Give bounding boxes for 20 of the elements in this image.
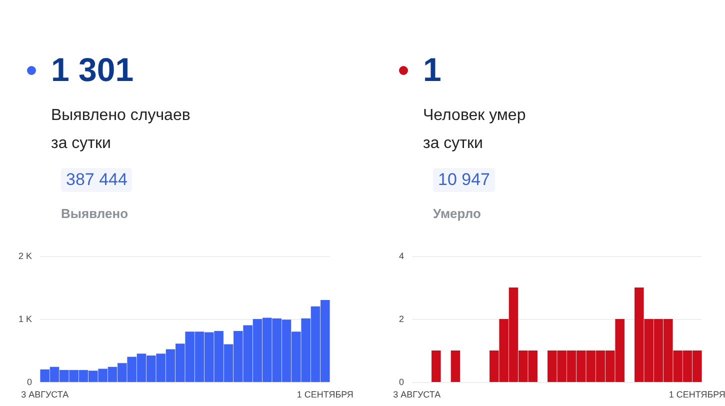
y-tick-label: 0 <box>26 377 32 387</box>
chart-title: 1 <box>423 50 442 90</box>
text: 10 947 <box>433 168 495 192</box>
y-tick-label: 2 K <box>18 251 32 261</box>
y-tick-label: 4 <box>398 251 404 261</box>
chart-subtitle: Человек умер за сутки <box>423 106 526 154</box>
x-tick-label: 1 СЕНТЯБРЯ <box>668 390 725 400</box>
bar <box>432 350 441 382</box>
bar <box>450 350 460 382</box>
text: Умерло <box>433 206 481 221</box>
y-tick-label: 2 <box>398 314 404 324</box>
chart-subtitle: Выявлено случаев за сутки <box>51 106 190 154</box>
x-tick-label: 3 АВГУСТА <box>393 390 441 400</box>
x-tick-label: 3 АВГУСТА <box>21 390 69 400</box>
chart-title: 1 301 <box>51 50 134 90</box>
text: 387 444 <box>61 168 132 192</box>
y-tick-label: 0 <box>398 377 404 387</box>
x-tick-label: 1 СЕНТЯБРЯ <box>296 390 354 400</box>
y-tick-label: 1 K <box>18 314 32 324</box>
text: Выявлено <box>61 206 128 221</box>
